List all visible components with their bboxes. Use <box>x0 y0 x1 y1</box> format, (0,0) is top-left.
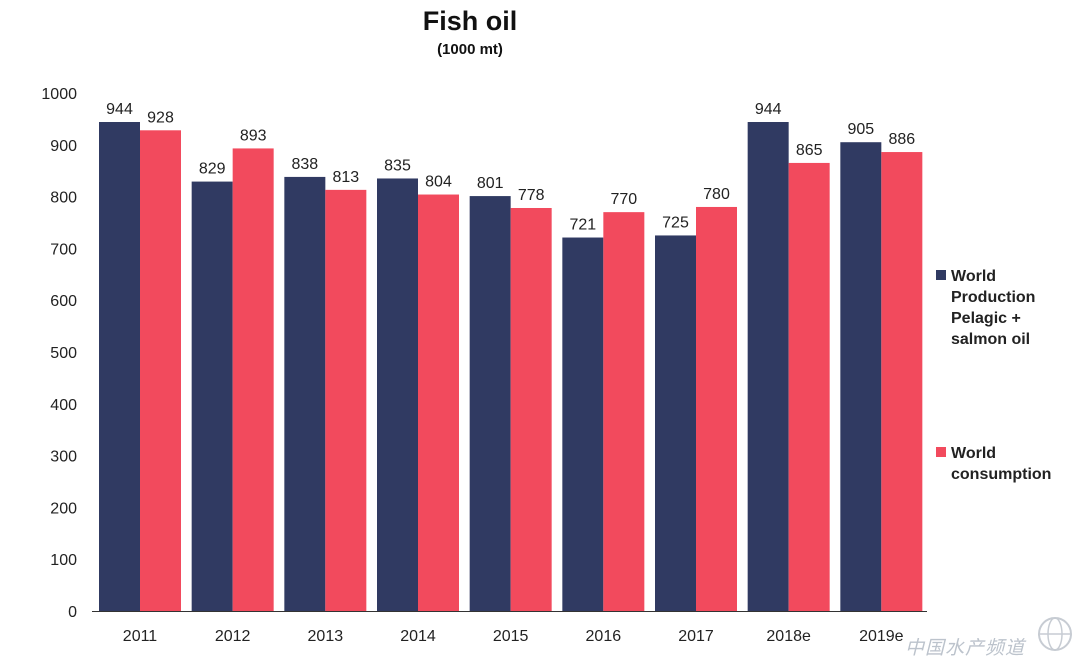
data-label: 886 <box>888 131 915 148</box>
x-tick-label: 2012 <box>215 628 251 645</box>
data-label: 829 <box>199 161 226 178</box>
x-axis-ticks: 2011 2012 2013 2014 2015 2016 2017 2018e 2019e <box>123 628 904 645</box>
bar-consumption <box>418 194 459 611</box>
bar-consumption <box>696 206 737 611</box>
y-tick-label: 800 <box>50 190 77 207</box>
bar-consumption <box>881 152 923 611</box>
chart-subtitle: (1000 mt) <box>437 41 503 58</box>
data-label: 928 <box>147 109 174 126</box>
data-label: 893 <box>240 127 267 144</box>
bar-production <box>377 178 418 611</box>
data-labels: 944 928 829 893 838 813 835 804 801 778 721 770 725 7… <box>106 101 915 234</box>
data-label: 813 <box>332 169 359 186</box>
x-tick-label: 2019e <box>859 628 904 645</box>
data-label: 865 <box>796 142 823 159</box>
chart-title: Fish oil <box>422 6 518 36</box>
bar-production <box>191 181 233 611</box>
data-label: 944 <box>106 101 133 118</box>
bar-production <box>655 235 696 611</box>
y-tick-label: 600 <box>50 293 77 310</box>
data-label: 721 <box>569 217 596 234</box>
legend-swatch-production <box>936 270 946 280</box>
globe-icon <box>1038 617 1072 651</box>
y-tick-label: 0 <box>68 604 77 621</box>
x-tick-label: 2011 <box>123 628 158 645</box>
legend-swatch-consumption <box>936 447 946 457</box>
bar-consumption <box>232 148 274 611</box>
data-label: 725 <box>662 214 689 231</box>
bar-consumption <box>788 162 830 611</box>
y-axis-ticks: 0 100 200 300 400 500 600 700 800 900 1000 <box>41 86 77 621</box>
data-label: 838 <box>291 156 318 173</box>
y-tick-label: 700 <box>50 241 77 258</box>
bar-marks <box>99 122 923 612</box>
legend-label-consumption: World consumption <box>951 445 1052 483</box>
x-tick-label: 2018e <box>766 628 811 645</box>
bar-consumption <box>510 207 552 611</box>
bar-production <box>99 122 140 612</box>
bar-production <box>747 122 789 612</box>
x-tick-label: 2017 <box>678 628 714 645</box>
legend-label-production: World Production Pelagic + salmon oil <box>951 268 1036 348</box>
data-label: 770 <box>610 191 637 208</box>
bar-consumption <box>325 189 367 611</box>
y-tick-label: 400 <box>50 397 77 414</box>
watermark-text: 中国水产频道 <box>905 638 1026 659</box>
x-tick-label: 2013 <box>308 628 344 645</box>
bar-production <box>469 196 511 611</box>
data-label: 804 <box>425 174 452 191</box>
y-tick-label: 200 <box>50 500 77 517</box>
bar-production <box>562 237 604 611</box>
data-label: 801 <box>477 175 504 192</box>
y-tick-label: 1000 <box>41 86 77 103</box>
x-tick-label: 2015 <box>493 628 529 645</box>
y-tick-label: 100 <box>50 552 77 569</box>
bar-production <box>284 176 326 611</box>
x-tick-label: 2014 <box>400 628 436 645</box>
y-tick-label: 500 <box>50 345 77 362</box>
bar-consumption <box>140 130 181 611</box>
data-label: 835 <box>384 157 411 174</box>
bar-chart: 0 100 200 300 400 500 600 700 800 900 1000 944 928 8… <box>41 86 927 645</box>
bar-production <box>840 142 882 611</box>
data-label: 944 <box>755 101 782 118</box>
data-label: 780 <box>703 186 730 203</box>
x-tick-label: 2016 <box>586 628 622 645</box>
bar-consumption <box>603 212 645 611</box>
data-label: 778 <box>518 187 545 204</box>
data-label: 905 <box>847 121 874 138</box>
y-tick-label: 900 <box>50 138 77 155</box>
y-tick-label: 300 <box>50 449 77 466</box>
